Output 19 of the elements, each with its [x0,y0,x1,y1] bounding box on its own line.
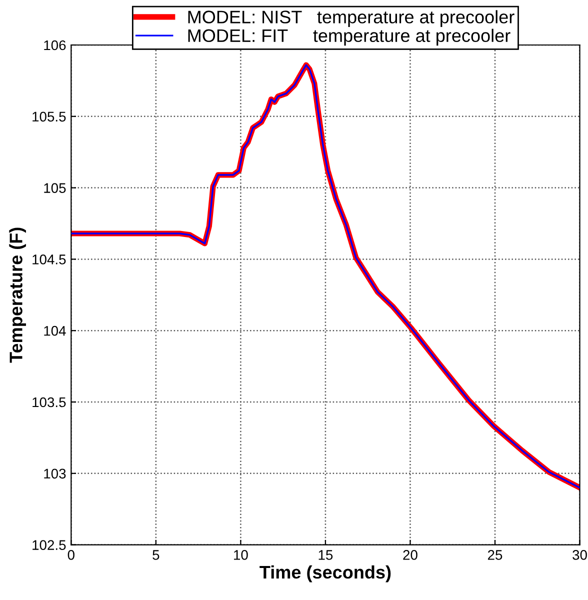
x-tick-label: 10 [234,550,248,560]
legend-label: MODEL: FIT temperature at precooler [188,28,510,46]
x-tick-label: 15 [318,550,333,560]
x-tick-label: 5 [152,550,160,560]
y-tick-label: 103 [44,468,66,479]
y-tick-label: 105.5 [32,112,66,122]
x-tick-label: 30 [572,550,587,560]
y-tick-label: 104.5 [32,254,66,264]
y-axis-title: Temperature (F) [9,228,26,363]
legend-label: MODEL: NIST temperature at precooler [188,10,514,27]
x-tick-label: 20 [403,550,418,560]
y-tick-label: 102.5 [32,540,66,550]
x-tick-label: 0 [68,550,74,560]
x-axis-title: Time (seconds) [260,565,391,582]
y-tick-label: 103.5 [32,397,66,408]
x-tick-label: 25 [488,550,502,560]
y-tick-label: 106 [44,40,66,50]
y-tick-label: 105 [44,183,66,193]
y-tick-label: 104 [44,326,66,336]
